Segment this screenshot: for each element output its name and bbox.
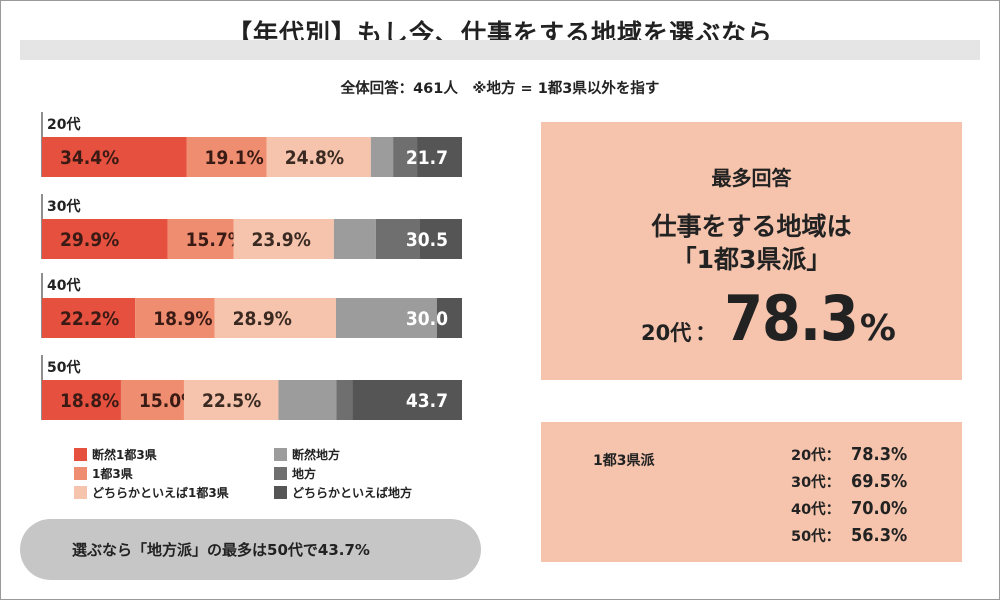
bar-segment <box>420 219 462 259</box>
bar-value-label: 18.9% <box>153 308 212 330</box>
legend-label: 断然地方 <box>292 448 341 462</box>
legend-label: 地方 <box>292 467 317 481</box>
highlight-stat: 20代 ： 78.3 % <box>641 282 896 355</box>
bar-segment <box>167 219 234 259</box>
footer-callout-text: 選ぶなら「地方派」の最多は50代で43.7% <box>72 541 370 559</box>
summary-age: 30代： <box>791 475 841 491</box>
legend-label: どちらかといえば地方 <box>292 486 413 500</box>
legend-swatch <box>274 486 287 499</box>
bar-value-label: 34.4% <box>60 147 119 169</box>
bar-value-label: 18.8% <box>60 390 119 412</box>
legend-swatch <box>74 467 87 480</box>
summary-age: 40代： <box>791 502 841 518</box>
bar-segment <box>417 137 462 177</box>
bar-segment <box>183 380 279 420</box>
highlight-value: 78.3 <box>724 282 859 355</box>
group-total-label: 21.7 <box>406 147 448 169</box>
bar-value-label: 24.8% <box>285 147 344 169</box>
bar-segment <box>233 219 334 259</box>
chart-legend: 断然1都3県 1都3県どちらかといえば1都3県 断然地方地方どちらかといえば地方 <box>74 446 454 502</box>
highlight-line-2: 「1都3県派」 <box>671 245 832 274</box>
bar-segment <box>214 298 336 338</box>
bar-segment <box>370 137 394 177</box>
bar-segment <box>352 380 462 420</box>
legend-item: どちらかといえば地方 <box>274 484 412 501</box>
bar-value-label: 23.9% <box>252 229 311 251</box>
group-total-label: 43.7 <box>406 390 448 412</box>
bar-value-label: 22.2% <box>60 308 119 330</box>
bar-value-label: 19.1% <box>204 147 263 169</box>
summary-value: 70.0% <box>851 498 908 519</box>
highlight-heading: 最多回答 <box>711 166 792 190</box>
highlight-colon: ： <box>695 321 717 345</box>
legend-item: 1都3県 <box>74 465 133 482</box>
bar-segment <box>42 137 187 177</box>
bar-value-label: 28.9% <box>233 308 292 330</box>
bar-segment <box>266 137 371 177</box>
bar-value-label: 29.9% <box>60 229 119 251</box>
group-total-label: 30.5 <box>406 229 448 251</box>
bar-segment <box>336 380 353 420</box>
group-label: 20代 <box>47 116 80 133</box>
group-label: 40代 <box>47 277 80 294</box>
bar-value-label: 15.7% <box>186 229 245 251</box>
summary-value: 69.5% <box>851 471 908 492</box>
highlight-unit: % <box>859 308 896 349</box>
bar-segment <box>375 219 420 259</box>
summary-value: 78.3% <box>851 444 908 465</box>
bar-segment <box>42 380 121 420</box>
legend-item: 地方 <box>274 465 316 482</box>
bar-value-label: 15.0% <box>139 390 198 412</box>
footer-callout: 選ぶなら「地方派」の最多は50代で43.7% <box>20 519 481 580</box>
highlight-line-1: 仕事をする地域は <box>651 212 852 241</box>
legend-label: 断然1都3県 <box>92 448 157 462</box>
bar-segment <box>333 219 376 259</box>
bar-segment <box>42 219 168 259</box>
legend-label: どちらかといえば1都3県 <box>92 486 229 500</box>
summary-row: 20代： 78.3% <box>791 444 907 465</box>
highlight-age: 20代 <box>641 321 692 345</box>
legend-swatch <box>274 467 287 480</box>
group-label: 30代 <box>47 198 80 215</box>
bar-segment <box>336 298 437 338</box>
legend-swatch <box>274 448 287 461</box>
legend-swatch <box>74 486 87 499</box>
summary-label: 1都3県派 <box>593 453 655 469</box>
legend-item: どちらかといえば1都3県 <box>74 484 229 501</box>
summary-age: 20代： <box>791 448 841 464</box>
summary-row: 50代： 56.3% <box>791 525 907 546</box>
highlight-panel: 最多回答 仕事をする地域は 「1都3県派」 20代 ： 78.3 % <box>541 122 962 380</box>
bar-segment <box>42 298 136 338</box>
summary-row: 30代： 69.5% <box>791 471 907 492</box>
legend-label: 1都3県 <box>92 467 133 481</box>
bar-value-label: 22.5% <box>202 390 261 412</box>
bar-segment <box>186 137 267 177</box>
summary-value: 56.3% <box>851 525 908 546</box>
chart-subtitle: 全体回答：461人 ※地方 = 1都3県以外を指す <box>340 81 660 97</box>
bar-segment <box>120 380 184 420</box>
bar-segment <box>135 298 215 338</box>
bar-segment <box>393 137 418 177</box>
group-total-label: 30.0 <box>406 308 448 330</box>
legend-item: 断然1都3県 <box>74 446 157 463</box>
group-label: 50代 <box>47 359 80 376</box>
summary-age: 50代： <box>791 529 841 545</box>
summary-panel: 1都3県派 20代： 78.3% 30代： 69.5% 40代： 70.0% 5… <box>541 422 962 562</box>
legend-swatch <box>74 448 87 461</box>
title-underline-band <box>20 40 980 60</box>
legend-item: 断然地方 <box>274 446 340 463</box>
bar-segment <box>278 380 337 420</box>
summary-row: 40代： 70.0% <box>791 498 907 519</box>
bar-segment <box>436 298 462 338</box>
